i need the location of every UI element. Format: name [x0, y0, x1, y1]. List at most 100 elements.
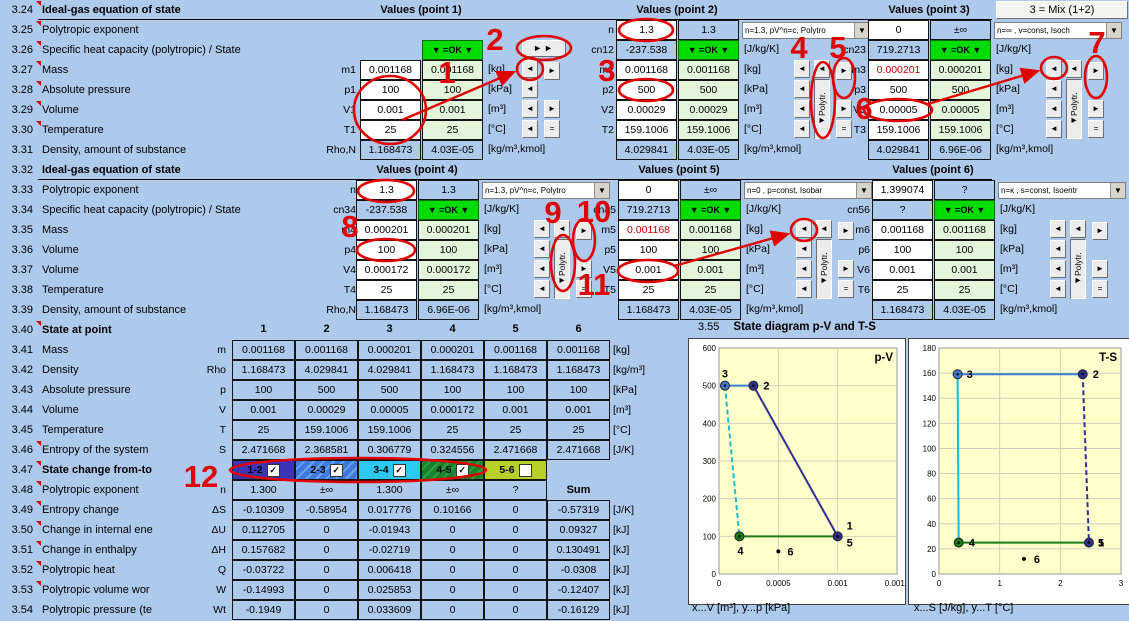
- state-change-checkbox[interactable]: ✓: [329, 463, 343, 477]
- prev-button[interactable]: ◄: [1046, 60, 1062, 78]
- chevron-down-icon[interactable]: ▼: [854, 22, 869, 38]
- prev-button[interactable]: ◄: [794, 100, 810, 118]
- prev-button[interactable]: ◄: [1050, 280, 1066, 298]
- chevron-down-icon[interactable]: ▼: [856, 182, 871, 198]
- prev-button[interactable]: ◄: [1046, 120, 1062, 138]
- next-button[interactable]: ►: [836, 100, 852, 118]
- prev-button[interactable]: ◄: [796, 280, 812, 298]
- input-value-cell[interactable]: 25: [360, 120, 421, 140]
- prev-button[interactable]: ◄: [1050, 260, 1066, 278]
- input-value-cell[interactable]: 25: [872, 280, 933, 300]
- next-button[interactable]: ►: [1088, 62, 1104, 80]
- next-button[interactable]: ►: [576, 260, 592, 278]
- next-button[interactable]: ►: [1092, 260, 1108, 278]
- state-change-checkbox[interactable]: ✓: [455, 463, 469, 477]
- input-value-cell[interactable]: 159.1006: [616, 120, 677, 140]
- n-input-cell[interactable]: 0: [868, 20, 929, 40]
- n-input-cell[interactable]: 1.399074: [872, 180, 933, 200]
- prev-button[interactable]: ◄: [1050, 220, 1066, 238]
- equals-button[interactable]: =: [836, 120, 852, 138]
- input-value-cell[interactable]: 0.000201: [356, 220, 417, 240]
- polytropic-button[interactable]: ◄Polytr.: [816, 239, 832, 299]
- chevron-down-icon[interactable]: ▼: [1110, 182, 1125, 198]
- input-value-cell[interactable]: 0.000172: [356, 260, 417, 280]
- prev-button[interactable]: ◄: [1046, 80, 1062, 98]
- polytropic-button[interactable]: ◄Polytr.: [814, 79, 830, 139]
- prev-button[interactable]: ◄: [554, 220, 570, 238]
- input-value-cell[interactable]: 0.000201: [868, 60, 929, 80]
- equals-button[interactable]: =: [1092, 280, 1108, 298]
- input-value-cell[interactable]: 0.001168: [872, 220, 933, 240]
- prev-button[interactable]: ◄: [796, 220, 812, 238]
- input-value-cell[interactable]: 0.001168: [616, 60, 677, 80]
- input-value-cell[interactable]: 0.001168: [618, 220, 679, 240]
- state-change-checkbox[interactable]: ✓: [392, 463, 406, 477]
- chevron-down-icon[interactable]: ▼: [1106, 22, 1121, 38]
- next-button[interactable]: ►: [544, 62, 560, 80]
- input-value-cell[interactable]: 0.001: [360, 100, 421, 120]
- prev-button[interactable]: ◄: [534, 260, 550, 278]
- input-value-cell[interactable]: 500: [868, 80, 929, 100]
- prev-button[interactable]: ◄: [1066, 60, 1082, 78]
- input-value-cell[interactable]: 500: [616, 80, 677, 100]
- n-input-cell[interactable]: 0: [618, 180, 679, 200]
- n-input-cell[interactable]: 1.3: [616, 20, 677, 40]
- process-type-dropdown[interactable]: n=0 , p=const, Isobar ▼: [744, 181, 872, 199]
- prev-button[interactable]: ◄: [534, 240, 550, 258]
- input-value-cell[interactable]: 25: [618, 280, 679, 300]
- polytropic-button[interactable]: ◄Polytr.: [1070, 239, 1086, 299]
- prev-button[interactable]: ◄: [796, 260, 812, 278]
- next-button[interactable]: ►: [1092, 222, 1108, 240]
- chevron-down-icon[interactable]: ▼: [594, 182, 609, 198]
- prev-button[interactable]: ◄: [794, 60, 810, 78]
- prev-button[interactable]: ◄: [1070, 220, 1086, 238]
- ok-status-button[interactable]: ▼ =OK ▼: [678, 40, 739, 60]
- state-change-checkbox[interactable]: [518, 463, 532, 477]
- prev-button[interactable]: ◄: [534, 220, 550, 238]
- polytropic-button[interactable]: ◄Polytr.: [554, 239, 570, 299]
- input-value-cell[interactable]: 100: [356, 240, 417, 260]
- equals-button[interactable]: =: [544, 120, 560, 138]
- ok-status-button[interactable]: ▼ =OK ▼: [422, 40, 483, 60]
- input-value-cell[interactable]: 0.00029: [616, 100, 677, 120]
- prev-button[interactable]: ◄: [794, 80, 810, 98]
- input-value-cell[interactable]: 100: [618, 240, 679, 260]
- prev-button[interactable]: ◄: [534, 280, 550, 298]
- state-change-checkbox[interactable]: ✓: [266, 463, 280, 477]
- next-button[interactable]: ►: [544, 100, 560, 118]
- ok-status-button[interactable]: ▼ =OK ▼: [930, 40, 991, 60]
- prev-button[interactable]: ◄: [1050, 240, 1066, 258]
- input-value-cell[interactable]: 0.001: [872, 260, 933, 280]
- prev-button[interactable]: ◄: [522, 100, 538, 118]
- input-value-cell[interactable]: 159.1006: [868, 120, 929, 140]
- next-button[interactable]: ►: [838, 260, 854, 278]
- prev-button[interactable]: ◄: [794, 120, 810, 138]
- prev-button[interactable]: ◄: [814, 60, 830, 78]
- equals-button[interactable]: =: [576, 280, 592, 298]
- prev-button[interactable]: ◄: [522, 120, 538, 138]
- n-input-cell[interactable]: 1.3: [356, 180, 417, 200]
- input-value-cell[interactable]: 0.001168: [360, 60, 421, 80]
- input-value-cell[interactable]: 0.00005: [868, 100, 929, 120]
- input-value-cell[interactable]: 100: [360, 80, 421, 100]
- prev-button[interactable]: ◄: [522, 60, 538, 78]
- input-value-cell[interactable]: 25: [356, 280, 417, 300]
- process-type-dropdown[interactable]: n=1.3, pV^n=c, Polytro ▼: [482, 181, 610, 199]
- process-type-dropdown[interactable]: n=κ , s=const, Isoentr ▼: [998, 181, 1126, 199]
- ok-status-button[interactable]: ▼ =OK ▼: [418, 200, 479, 220]
- input-value-cell[interactable]: 100: [872, 240, 933, 260]
- process-type-dropdown[interactable]: n=∞ , v=const, Isoch ▼: [994, 21, 1122, 39]
- prev-button[interactable]: ◄: [796, 240, 812, 258]
- prev-button[interactable]: ◄: [816, 220, 832, 238]
- process-type-dropdown[interactable]: n=1.3, pV^n=c, Polytro ▼: [742, 21, 870, 39]
- mix-button[interactable]: 3 = Mix (1+2): [996, 1, 1128, 19]
- ok-status-button[interactable]: ▼ =OK ▼: [934, 200, 995, 220]
- equals-button[interactable]: =: [1088, 120, 1104, 138]
- ok-status-button[interactable]: ▼ =OK ▼: [680, 200, 741, 220]
- fast-forward-button[interactable]: ►►: [522, 40, 566, 57]
- prev-button[interactable]: ◄: [1046, 100, 1062, 118]
- next-button[interactable]: ►: [1088, 100, 1104, 118]
- input-value-cell[interactable]: 0.001: [618, 260, 679, 280]
- next-button[interactable]: ►: [838, 222, 854, 240]
- polytropic-button[interactable]: ◄Polytr.: [1066, 79, 1082, 139]
